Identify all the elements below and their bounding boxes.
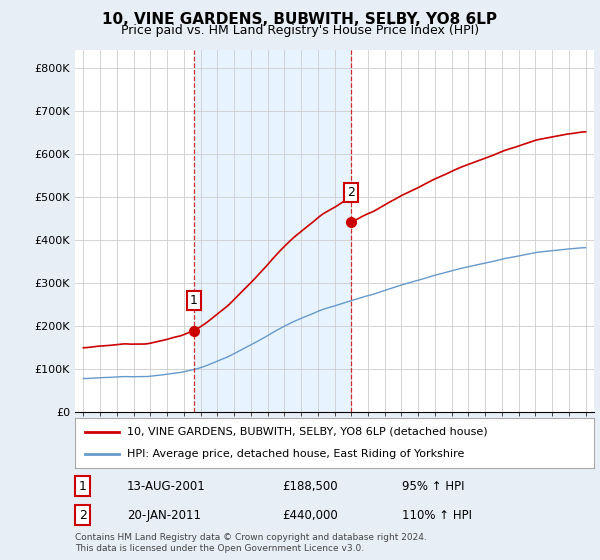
Text: 110% ↑ HPI: 110% ↑ HPI (402, 508, 472, 522)
Text: 1: 1 (190, 294, 197, 307)
Text: Contains HM Land Registry data © Crown copyright and database right 2024.
This d: Contains HM Land Registry data © Crown c… (75, 533, 427, 553)
Text: HPI: Average price, detached house, East Riding of Yorkshire: HPI: Average price, detached house, East… (127, 449, 464, 459)
Bar (194, 50, 351, 412)
Text: 13-AUG-2001: 13-AUG-2001 (127, 479, 206, 493)
Text: £188,500: £188,500 (283, 479, 338, 493)
Text: Price paid vs. HM Land Registry's House Price Index (HPI): Price paid vs. HM Land Registry's House … (121, 24, 479, 37)
Text: 10, VINE GARDENS, BUBWITH, SELBY, YO8 6LP: 10, VINE GARDENS, BUBWITH, SELBY, YO8 6L… (103, 12, 497, 27)
Text: 95% ↑ HPI: 95% ↑ HPI (402, 479, 464, 493)
Text: 1: 1 (79, 479, 87, 493)
Text: 2: 2 (79, 508, 87, 522)
Text: 20-JAN-2011: 20-JAN-2011 (127, 508, 201, 522)
Text: 10, VINE GARDENS, BUBWITH, SELBY, YO8 6LP (detached house): 10, VINE GARDENS, BUBWITH, SELBY, YO8 6L… (127, 427, 488, 437)
Text: £440,000: £440,000 (283, 508, 338, 522)
Text: 2: 2 (347, 186, 355, 199)
